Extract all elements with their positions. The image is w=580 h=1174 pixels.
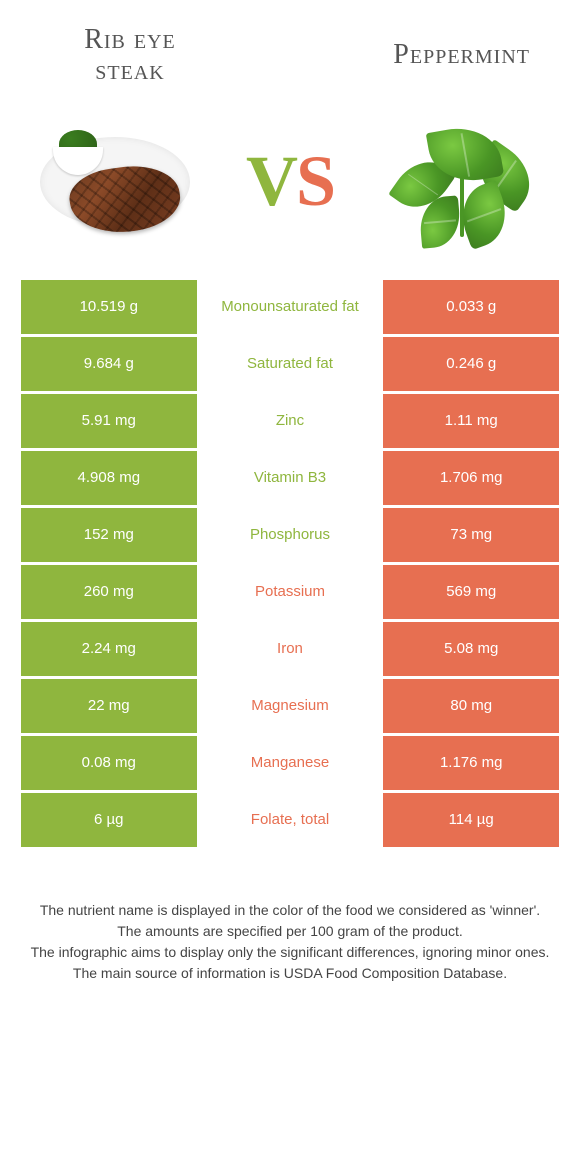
nutrient-label-cell: Zinc: [200, 394, 381, 448]
nutrient-label-cell: Potassium: [200, 565, 381, 619]
left-value-cell: 0.08 mg: [21, 736, 197, 790]
steak-illustration: [35, 122, 195, 242]
table-row: 22 mgMagnesium80 mg: [21, 679, 559, 733]
nutrient-label-cell: Manganese: [200, 736, 381, 790]
right-value-cell: 0.033 g: [383, 280, 559, 334]
left-value-cell: 2.24 mg: [21, 622, 197, 676]
left-value-cell: 10.519 g: [21, 280, 197, 334]
nutrient-label-cell: Magnesium: [200, 679, 381, 733]
vs-label: VS: [246, 140, 334, 223]
left-title-line1: Rib eye: [84, 24, 176, 55]
left-value-cell: 9.684 g: [21, 337, 197, 391]
right-value-cell: 569 mg: [383, 565, 559, 619]
nutrient-label-cell: Vitamin B3: [200, 451, 381, 505]
left-food-title: Rib eye steak: [50, 25, 210, 87]
footer-notes: The nutrient name is displayed in the co…: [0, 850, 580, 1004]
right-value-cell: 1.176 mg: [383, 736, 559, 790]
left-value-cell: 22 mg: [21, 679, 197, 733]
footer-line2: The amounts are specified per 100 gram o…: [30, 921, 550, 942]
left-food-image: [30, 107, 200, 257]
table-row: 9.684 gSaturated fat0.246 g: [21, 337, 559, 391]
right-value-cell: 114 µg: [383, 793, 559, 847]
left-title-line2: steak: [95, 55, 164, 86]
left-value-cell: 260 mg: [21, 565, 197, 619]
table-row: 6 µgFolate, total114 µg: [21, 793, 559, 847]
left-value-cell: 152 mg: [21, 508, 197, 562]
nutrient-label-cell: Saturated fat: [200, 337, 381, 391]
comparison-table: 10.519 gMonounsaturated fat0.033 g9.684 …: [18, 277, 562, 850]
nutrient-label-cell: Iron: [200, 622, 381, 676]
right-value-cell: 5.08 mg: [383, 622, 559, 676]
table-row: 0.08 mgManganese1.176 mg: [21, 736, 559, 790]
right-value-cell: 1.706 mg: [383, 451, 559, 505]
left-value-cell: 6 µg: [21, 793, 197, 847]
left-value-cell: 5.91 mg: [21, 394, 197, 448]
table-row: 2.24 mgIron5.08 mg: [21, 622, 559, 676]
footer-line1: The nutrient name is displayed in the co…: [30, 900, 550, 921]
footer-line4: The main source of information is USDA F…: [30, 963, 550, 984]
right-food-title: Peppermint: [330, 40, 530, 71]
table-row: 10.519 gMonounsaturated fat0.033 g: [21, 280, 559, 334]
nutrient-label-cell: Monounsaturated fat: [200, 280, 381, 334]
vs-v: V: [246, 141, 296, 221]
left-value-cell: 4.908 mg: [21, 451, 197, 505]
right-value-cell: 0.246 g: [383, 337, 559, 391]
right-value-cell: 1.11 mg: [383, 394, 559, 448]
right-value-cell: 73 mg: [383, 508, 559, 562]
footer-line3: The infographic aims to display only the…: [30, 942, 550, 963]
mint-illustration: [380, 107, 550, 257]
images-row: VS: [0, 97, 580, 277]
table-row: 4.908 mgVitamin B31.706 mg: [21, 451, 559, 505]
table-row: 152 mgPhosphorus73 mg: [21, 508, 559, 562]
nutrient-label-cell: Phosphorus: [200, 508, 381, 562]
nutrient-label-cell: Folate, total: [200, 793, 381, 847]
table-row: 260 mgPotassium569 mg: [21, 565, 559, 619]
right-food-image: [380, 107, 550, 257]
header: Rib eye steak Peppermint: [0, 0, 580, 97]
vs-s: S: [296, 141, 334, 221]
right-value-cell: 80 mg: [383, 679, 559, 733]
table-row: 5.91 mgZinc1.11 mg: [21, 394, 559, 448]
